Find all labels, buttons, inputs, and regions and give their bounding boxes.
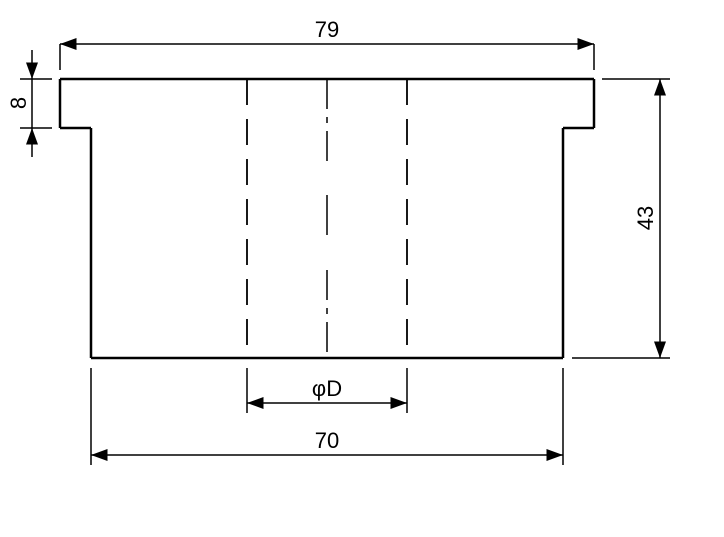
drawing-canvas: 79 70 φD 8 43	[0, 0, 724, 537]
dim-label-bottom: 70	[315, 428, 339, 454]
dim-top-width	[60, 44, 594, 70]
dim-label-top: 79	[315, 17, 339, 43]
technical-drawing-svg	[0, 0, 724, 537]
dim-label-total-h: 43	[633, 206, 659, 230]
dim-label-phid: φD	[312, 376, 342, 402]
dim-label-flange-h: 8	[6, 97, 32, 109]
